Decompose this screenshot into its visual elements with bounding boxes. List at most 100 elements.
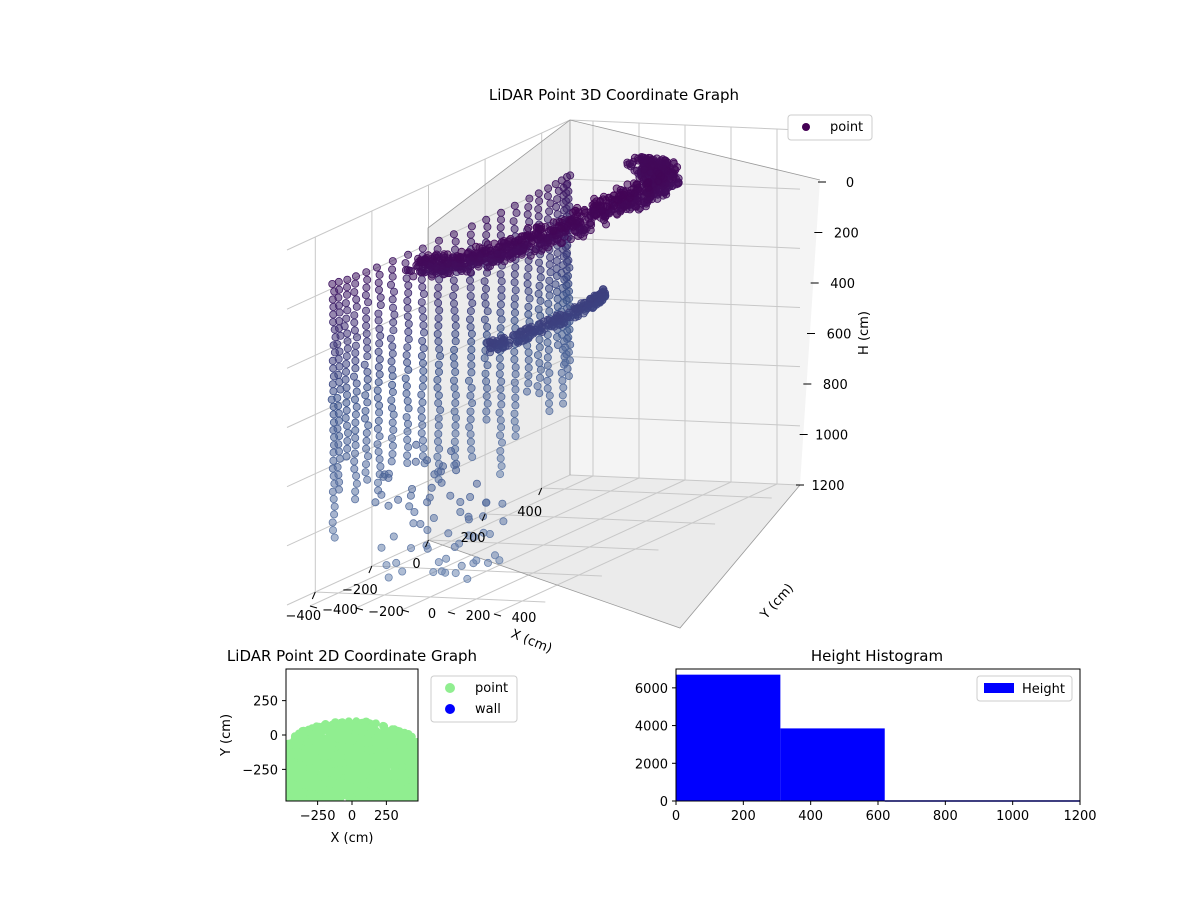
- point-2d: [336, 725, 345, 734]
- point-3d: [361, 460, 370, 469]
- point-3d: [342, 290, 351, 299]
- point-3d: [342, 398, 351, 407]
- point-3d: [558, 376, 567, 385]
- point-2d: [287, 756, 296, 765]
- point-3d: [495, 369, 504, 378]
- point-3d: [511, 393, 520, 402]
- point-3d: [362, 337, 371, 346]
- plot-2d-y-tick-label: 0: [270, 729, 278, 744]
- point-cloud-3d: [327, 152, 683, 583]
- point-3d: [466, 230, 475, 239]
- point-3d: [374, 447, 383, 456]
- point-3d: [482, 377, 491, 386]
- point-3d: [560, 360, 569, 369]
- x-tick-mark: [311, 591, 316, 600]
- point-2d: [399, 785, 408, 794]
- point-3d: [466, 492, 475, 501]
- point-3d: [328, 526, 337, 535]
- point-3d: [552, 256, 561, 265]
- point-3d: [451, 391, 460, 400]
- point-3d: [449, 376, 458, 385]
- point-3d: [524, 348, 533, 357]
- plot-2d: LiDAR Point 2D Coordinate Graph −250 0 250…: [219, 647, 518, 846]
- x-tick-mark: [368, 565, 373, 574]
- point-3d: [404, 319, 413, 328]
- point-3d: [457, 561, 466, 570]
- point-3d: [551, 280, 560, 289]
- point-3d: [362, 283, 371, 292]
- point-3d: [560, 275, 569, 284]
- point-3d: [536, 265, 545, 274]
- point-3d: [552, 311, 561, 320]
- point-2d: [405, 758, 414, 767]
- point-3d: [466, 407, 475, 416]
- point-3d: [389, 318, 398, 327]
- point-2d: [389, 754, 398, 762]
- legend-height-swatch: [984, 683, 1014, 693]
- point-3d: [375, 408, 384, 417]
- point-3d: [403, 451, 412, 460]
- point-3d: [598, 285, 607, 294]
- point-3d: [334, 277, 343, 286]
- point-3d: [417, 390, 426, 399]
- point-2d: [352, 762, 361, 771]
- point-3d: [644, 183, 653, 192]
- point-3d: [435, 306, 444, 315]
- point-3d: [403, 396, 412, 405]
- point-3d: [442, 554, 451, 563]
- point-3d: [440, 250, 449, 259]
- point-3d: [544, 345, 553, 354]
- point-3d: [403, 343, 412, 352]
- histogram-bar: [780, 728, 885, 801]
- point-2d: [344, 779, 353, 788]
- point-3d: [481, 369, 490, 378]
- point-3d: [496, 454, 505, 463]
- point-3d: [464, 531, 473, 540]
- point-3d: [434, 360, 443, 369]
- point-3d: [483, 307, 492, 316]
- point-3d: [329, 372, 338, 381]
- point-3d: [406, 491, 415, 500]
- point-3d: [546, 268, 555, 277]
- point-3d: [467, 353, 476, 362]
- point-2d: [388, 745, 397, 754]
- point-3d: [375, 270, 384, 279]
- point-3d: [376, 300, 385, 309]
- point-2d: [306, 790, 315, 799]
- point-3d: [564, 308, 573, 317]
- point-2d: [296, 788, 305, 797]
- point-3d: [495, 408, 504, 417]
- y-tick-mark: [309, 605, 318, 609]
- point-3d: [387, 357, 396, 366]
- point-3d: [497, 208, 506, 217]
- point-3d: [449, 230, 458, 239]
- point-3d: [465, 423, 474, 432]
- point-2d: [346, 722, 355, 731]
- point-3d: [466, 283, 475, 292]
- point-3d: [523, 210, 532, 219]
- z-tick-label: 1200: [811, 479, 844, 494]
- legend-point-label: point: [830, 120, 863, 135]
- point-3d: [554, 186, 563, 195]
- point-3d: [523, 279, 532, 288]
- point-3d: [514, 235, 523, 244]
- point-3d: [388, 441, 397, 450]
- point-3d: [417, 413, 426, 422]
- point-3d: [329, 341, 338, 350]
- point-3d: [352, 471, 361, 480]
- point-2d: [339, 742, 348, 751]
- point-3d: [451, 337, 460, 346]
- point-3d: [342, 452, 351, 461]
- point-3d: [374, 309, 383, 318]
- point-3d: [534, 189, 543, 198]
- point-3d: [388, 372, 397, 381]
- point-3d: [482, 391, 491, 400]
- point-3d: [427, 483, 436, 492]
- point-3d: [498, 499, 507, 508]
- point-3d: [511, 424, 520, 433]
- point-3d: [545, 391, 554, 400]
- point-3d: [417, 406, 426, 415]
- point-3d: [497, 377, 506, 386]
- x-axis: −400 −200 0 200 400: [285, 487, 543, 624]
